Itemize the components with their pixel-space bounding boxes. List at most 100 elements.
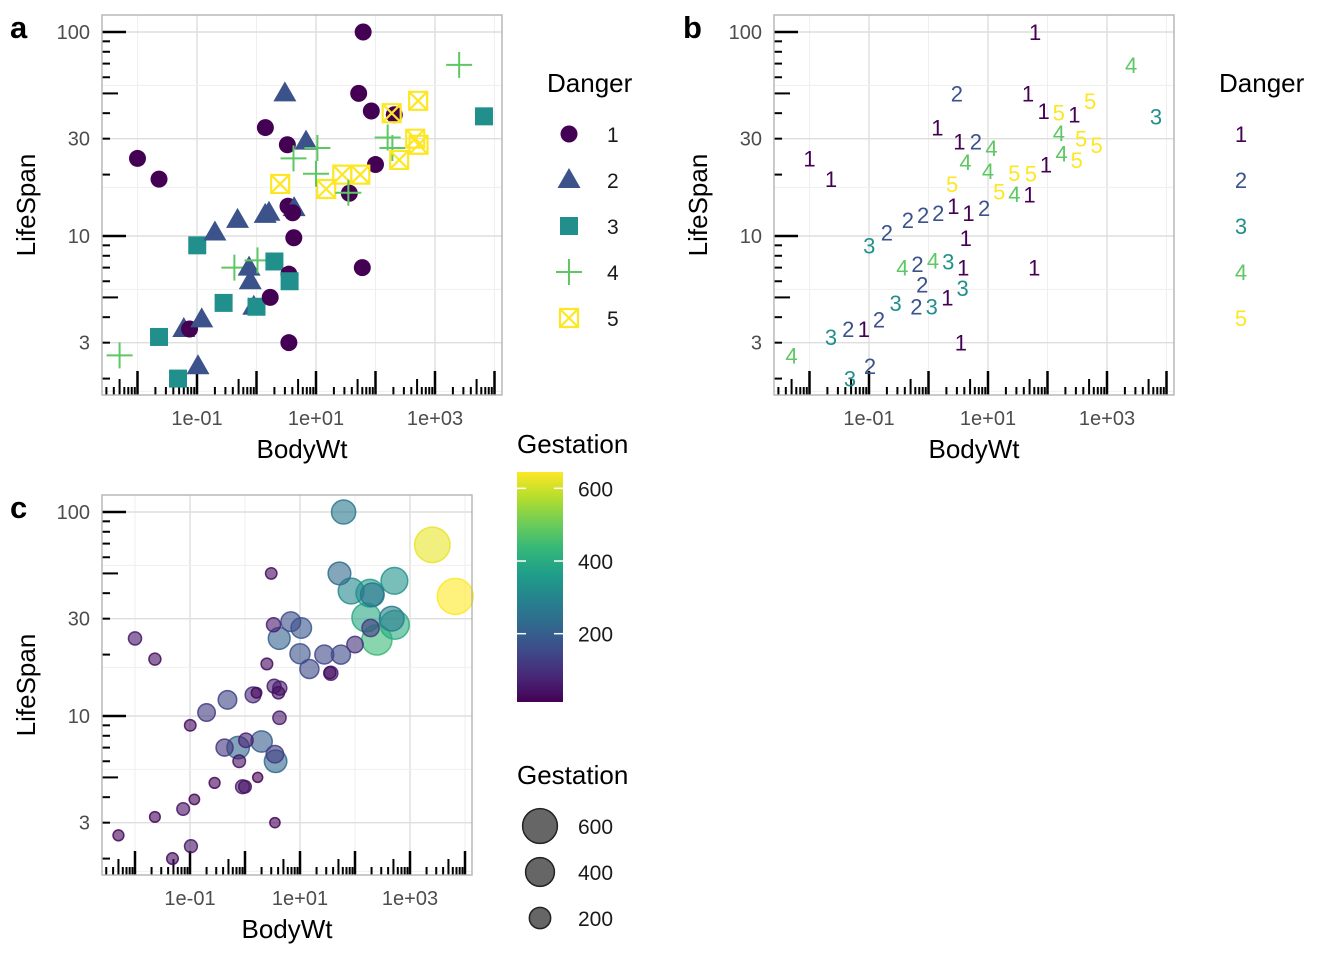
point-label-danger-4: 4 bbox=[927, 248, 939, 273]
point-label-danger-3: 3 bbox=[1150, 104, 1162, 129]
point-label-danger-1: 1 bbox=[803, 146, 815, 171]
point-gestation bbox=[413, 526, 451, 564]
legend-gestation-size: Gestation 600 400 200 bbox=[517, 760, 628, 931]
point-gestation bbox=[299, 658, 320, 680]
legend-key-label-danger-2: 2 bbox=[1235, 168, 1247, 193]
point-label-danger-4: 4 bbox=[982, 159, 994, 184]
panel-tag: a bbox=[10, 10, 28, 45]
point-danger-4 bbox=[374, 124, 401, 151]
point-gestation bbox=[148, 652, 162, 666]
point-label-danger-5: 5 bbox=[1084, 89, 1096, 114]
legend-key-label-danger-1: 1 bbox=[1235, 122, 1247, 147]
colorbar bbox=[517, 472, 563, 702]
point-danger-5 bbox=[316, 178, 337, 200]
point-label-danger-5: 5 bbox=[993, 180, 1005, 205]
point-danger-1 bbox=[256, 119, 274, 137]
legend-key-label-danger-5: 5 bbox=[1235, 306, 1247, 331]
point-gestation bbox=[183, 839, 199, 854]
point-gestation bbox=[250, 686, 263, 699]
y-tick-label: 100 bbox=[729, 22, 762, 44]
y-tick-label: 100 bbox=[57, 22, 90, 44]
point-label-danger-4: 4 bbox=[1008, 182, 1020, 207]
point-gestation bbox=[265, 744, 285, 764]
point-label-danger-5: 5 bbox=[1071, 148, 1083, 173]
point-danger-2 bbox=[294, 129, 318, 150]
colorbar-label: 200 bbox=[578, 624, 613, 647]
legend-label: 4 bbox=[607, 262, 619, 285]
point-danger-1 bbox=[362, 102, 380, 120]
point-gestation bbox=[327, 561, 352, 586]
point-danger-1 bbox=[353, 259, 371, 277]
point-label-danger-1: 1 bbox=[960, 226, 972, 251]
legend-label: 600 bbox=[578, 816, 613, 839]
point-label-danger-2: 2 bbox=[873, 307, 885, 332]
point-gestation bbox=[289, 642, 311, 665]
x-axis-title: BodyWt bbox=[928, 434, 1020, 464]
panel-tag: c bbox=[10, 490, 27, 525]
point-label-danger-4: 4 bbox=[1053, 121, 1065, 146]
point-gestation bbox=[265, 617, 282, 633]
point-label-danger-4: 4 bbox=[785, 343, 797, 368]
point-label-danger-1: 1 bbox=[953, 129, 965, 154]
legend-label: 2 bbox=[607, 170, 619, 193]
panel-tag: b bbox=[683, 10, 702, 45]
point-label-danger-2: 2 bbox=[881, 221, 893, 246]
point-danger-1 bbox=[354, 23, 372, 41]
point-label-danger-2: 2 bbox=[864, 354, 876, 379]
point-label-danger-1: 1 bbox=[825, 167, 837, 192]
legend-key-danger-4 bbox=[556, 259, 582, 285]
colorbar-label: 400 bbox=[578, 551, 613, 574]
point-label-danger-2: 2 bbox=[902, 208, 914, 233]
point-label-danger-3: 3 bbox=[825, 325, 837, 350]
point-danger-3 bbox=[169, 369, 188, 388]
legend-title: Gestation bbox=[517, 429, 628, 459]
point-danger-2 bbox=[203, 220, 227, 241]
point-label-danger-1: 1 bbox=[931, 116, 943, 141]
point-label-danger-1: 1 bbox=[941, 285, 953, 310]
point-label-danger-5: 5 bbox=[1008, 161, 1020, 186]
point-label-danger-1: 1 bbox=[1023, 183, 1035, 208]
point-danger-5 bbox=[270, 173, 291, 195]
point-gestation bbox=[251, 771, 264, 784]
point-label-danger-1: 1 bbox=[1028, 256, 1040, 281]
point-danger-4 bbox=[304, 135, 331, 162]
point-label-danger-1: 1 bbox=[962, 201, 974, 226]
point-label-danger-5: 5 bbox=[946, 172, 958, 197]
legend-key-danger-2 bbox=[557, 168, 581, 188]
point-gestation bbox=[359, 582, 385, 608]
legend-label: 1 bbox=[607, 124, 619, 147]
y-tick-label: 3 bbox=[79, 333, 90, 355]
legend-label: 3 bbox=[607, 216, 619, 239]
panel-a: 1e-01 1e+01 1e+03 3 10 30 100 BodyWt LifeSpan a bbox=[10, 10, 503, 464]
point-gestation bbox=[237, 779, 253, 794]
point-gestation bbox=[346, 635, 364, 654]
point-gestation bbox=[280, 611, 302, 633]
point-gestation bbox=[264, 566, 278, 580]
point-label-danger-4: 4 bbox=[896, 256, 908, 281]
point-label-danger-3: 3 bbox=[942, 249, 954, 274]
x-tick-label: 1e+01 bbox=[960, 408, 1016, 430]
point-danger-4 bbox=[280, 145, 307, 172]
x-tick-label: 1e-01 bbox=[164, 888, 215, 910]
point-label-danger-5: 5 bbox=[1075, 127, 1087, 152]
point-label-danger-3: 3 bbox=[956, 276, 968, 301]
legend-label: 400 bbox=[578, 862, 613, 885]
y-axis-title: LifeSpan bbox=[683, 154, 713, 257]
y-tick-label: 30 bbox=[740, 129, 762, 151]
point-label-danger-1: 1 bbox=[955, 331, 967, 356]
legend-key-danger-5 bbox=[558, 307, 580, 329]
point-label-danger-3: 3 bbox=[844, 367, 856, 392]
legend-key-label-danger-4: 4 bbox=[1235, 260, 1247, 285]
point-label-danger-4: 4 bbox=[959, 150, 971, 175]
legend-danger-shapes: Danger 1 2 3 4 5 bbox=[547, 68, 633, 331]
point-gestation bbox=[208, 776, 221, 790]
point-label-danger-2: 2 bbox=[917, 203, 929, 228]
legend-key-size bbox=[528, 906, 552, 930]
y-tick-label: 10 bbox=[68, 706, 90, 728]
point-gestation bbox=[330, 499, 357, 525]
point-label-danger-2: 2 bbox=[842, 317, 854, 342]
point-danger-4 bbox=[303, 160, 329, 187]
point-gestation bbox=[271, 685, 286, 700]
